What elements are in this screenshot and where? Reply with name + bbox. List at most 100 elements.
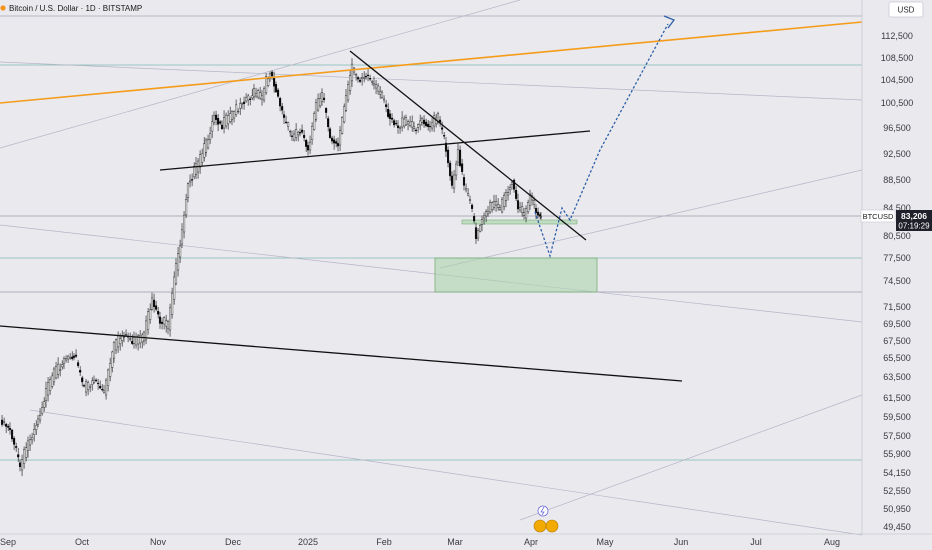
candle [519,207,522,211]
y-tick-label: 49,450 [883,522,911,532]
candle [227,115,230,125]
candle [67,355,70,360]
bolt-glyph-icon [540,506,545,516]
candle [388,113,392,119]
candle [431,122,434,129]
candle [375,84,378,89]
candle [259,92,262,99]
candle [539,214,542,217]
candle [150,297,154,310]
last-price-tag: 83,206 07:19:29 [896,210,932,231]
y-tick-label: 67,500 [883,336,911,346]
candle [209,133,212,140]
candle [173,276,176,300]
currency-button[interactable]: USD [888,1,924,18]
x-tick-label: Dec [225,537,242,547]
event-icons[interactable] [533,505,559,533]
price-axis[interactable]: 112,500 108,500 104,500 100,500 96,500 92,500… [861,0,914,534]
candle [319,98,322,107]
candle [245,97,248,102]
candle [295,129,298,138]
candle [217,118,220,125]
candle [82,385,86,387]
candle [361,77,364,79]
candle [206,139,210,149]
candle [91,380,94,385]
candle [277,89,280,97]
candle [477,230,480,239]
candle [147,311,150,330]
candle [211,121,214,132]
candle [509,187,512,191]
candle [391,117,394,120]
candle [498,207,502,210]
candle [249,98,252,100]
candle [407,121,410,125]
x-tick-label: 2025 [298,537,318,547]
candle [13,438,16,445]
y-ticks: 112,500 108,500 104,500 100,500 96,500 92,500… [881,31,914,532]
last-price: 83,206 [901,211,927,221]
candle [385,104,388,107]
candle [57,363,60,375]
x-tick-label: Jun [674,537,689,547]
candle [265,76,268,94]
candle [323,97,326,100]
y-tick-label: 61,500 [883,393,911,403]
candle [335,141,338,144]
candle [503,195,506,207]
candle [186,183,190,199]
candle [176,253,180,271]
candle [134,337,138,346]
trendlines[interactable] [0,21,863,382]
bolt-event-icon [537,505,549,517]
candle [204,139,208,153]
candle [305,140,308,147]
candle [433,115,436,127]
candle [55,366,58,379]
faint-guide-4 [29,409,863,536]
candle [137,335,140,345]
mini-zone [461,219,578,225]
candle [43,401,46,408]
flag-event-icon-1 [533,519,547,533]
candle [356,77,360,80]
candle [254,93,258,97]
candle [473,216,476,222]
candle [377,85,380,92]
y-tick-label: 104,500 [881,75,914,85]
candle [515,190,518,199]
candle [510,181,514,185]
y-tick-label: 59,500 [883,412,911,422]
x-tick-label: Apr [524,537,538,547]
candle [279,97,282,107]
candle [533,200,536,205]
candle [396,125,400,129]
candle [260,95,264,100]
candle [232,111,236,119]
candle [15,446,18,448]
candle [77,362,80,366]
candle [456,149,460,163]
candle [157,311,160,315]
candle [247,95,250,101]
symbol-tag: BTCUSD [860,209,896,223]
candle [72,355,76,358]
y-tick-label: 88,500 [883,175,911,185]
candle [412,126,416,129]
bitcoin-logo-icon [0,5,6,11]
candle [117,335,120,348]
candle [387,109,390,117]
candle [36,418,40,425]
candle [155,305,158,310]
support-zone[interactable] [434,257,598,293]
candle [158,316,162,324]
candle [139,334,142,344]
candle [199,154,202,168]
candle [287,122,290,127]
candle [252,88,256,98]
candle [74,354,78,357]
time-axis[interactable]: Sep Oct Nov Dec 2025 Feb Mar Apr May Jun Jul Aug [0,533,932,547]
